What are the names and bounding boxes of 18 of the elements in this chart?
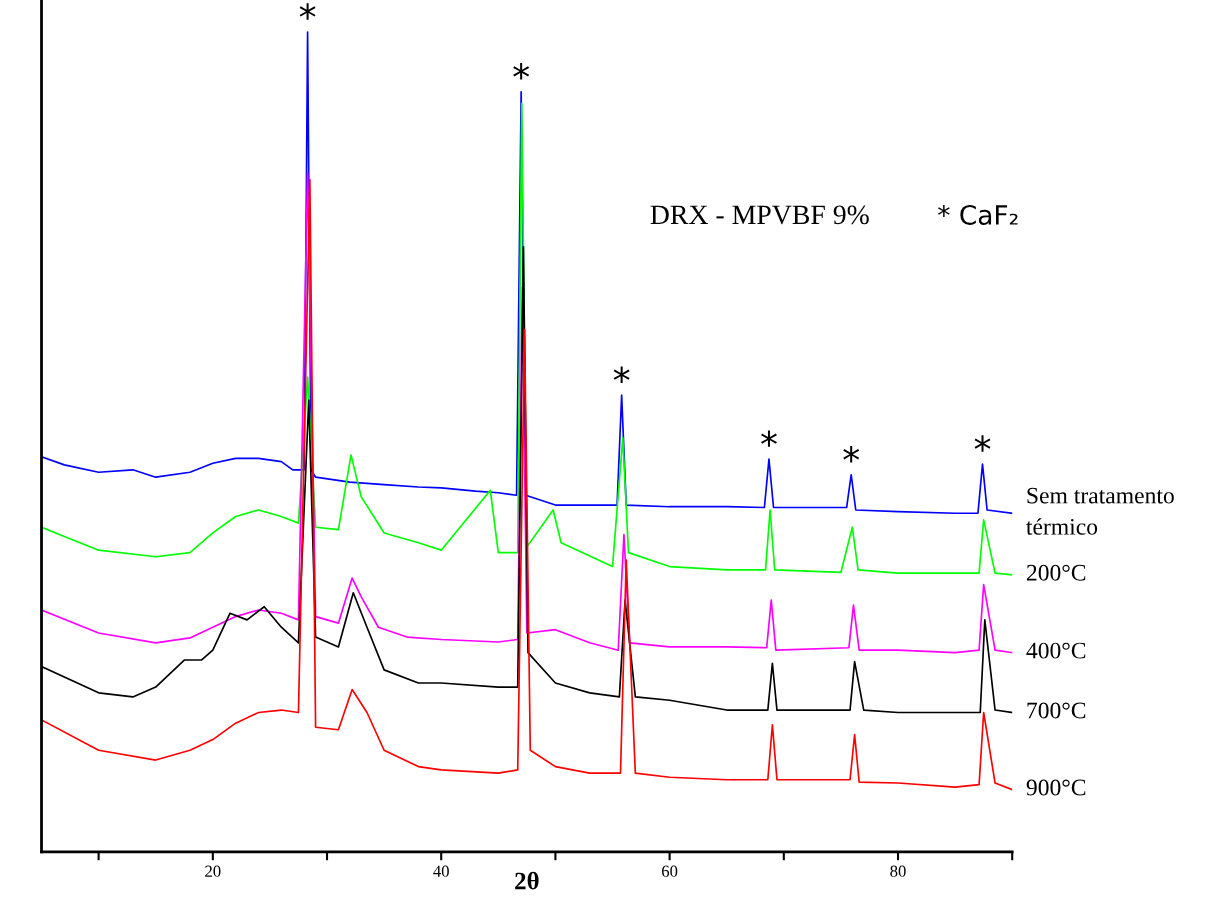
series-label: 400°C	[1026, 642, 1086, 659]
series-label: 700°C	[1027, 702, 1086, 719]
series-label: 200°C	[1026, 564, 1086, 581]
annotation: * CaF₂	[938, 204, 1018, 225]
series-label: Sem tratamento térmico	[1026, 487, 1174, 535]
x-tick-label: 20	[205, 865, 221, 877]
x-axis-title: 2θ	[515, 871, 539, 890]
annotation: *	[613, 366, 630, 383]
x-tick-label: 80	[890, 865, 906, 877]
series-label: 900°C	[1026, 779, 1086, 796]
annotation: *	[974, 435, 991, 452]
annotation: *	[761, 430, 777, 447]
x-tick-label: 40	[433, 865, 449, 877]
annotation: *	[513, 63, 530, 80]
annotation: *	[843, 445, 860, 463]
text: DRX - MPVBF 9%	[650, 205, 869, 225]
x-tick-label: 60	[661, 865, 678, 877]
annotation: *	[299, 3, 316, 20]
